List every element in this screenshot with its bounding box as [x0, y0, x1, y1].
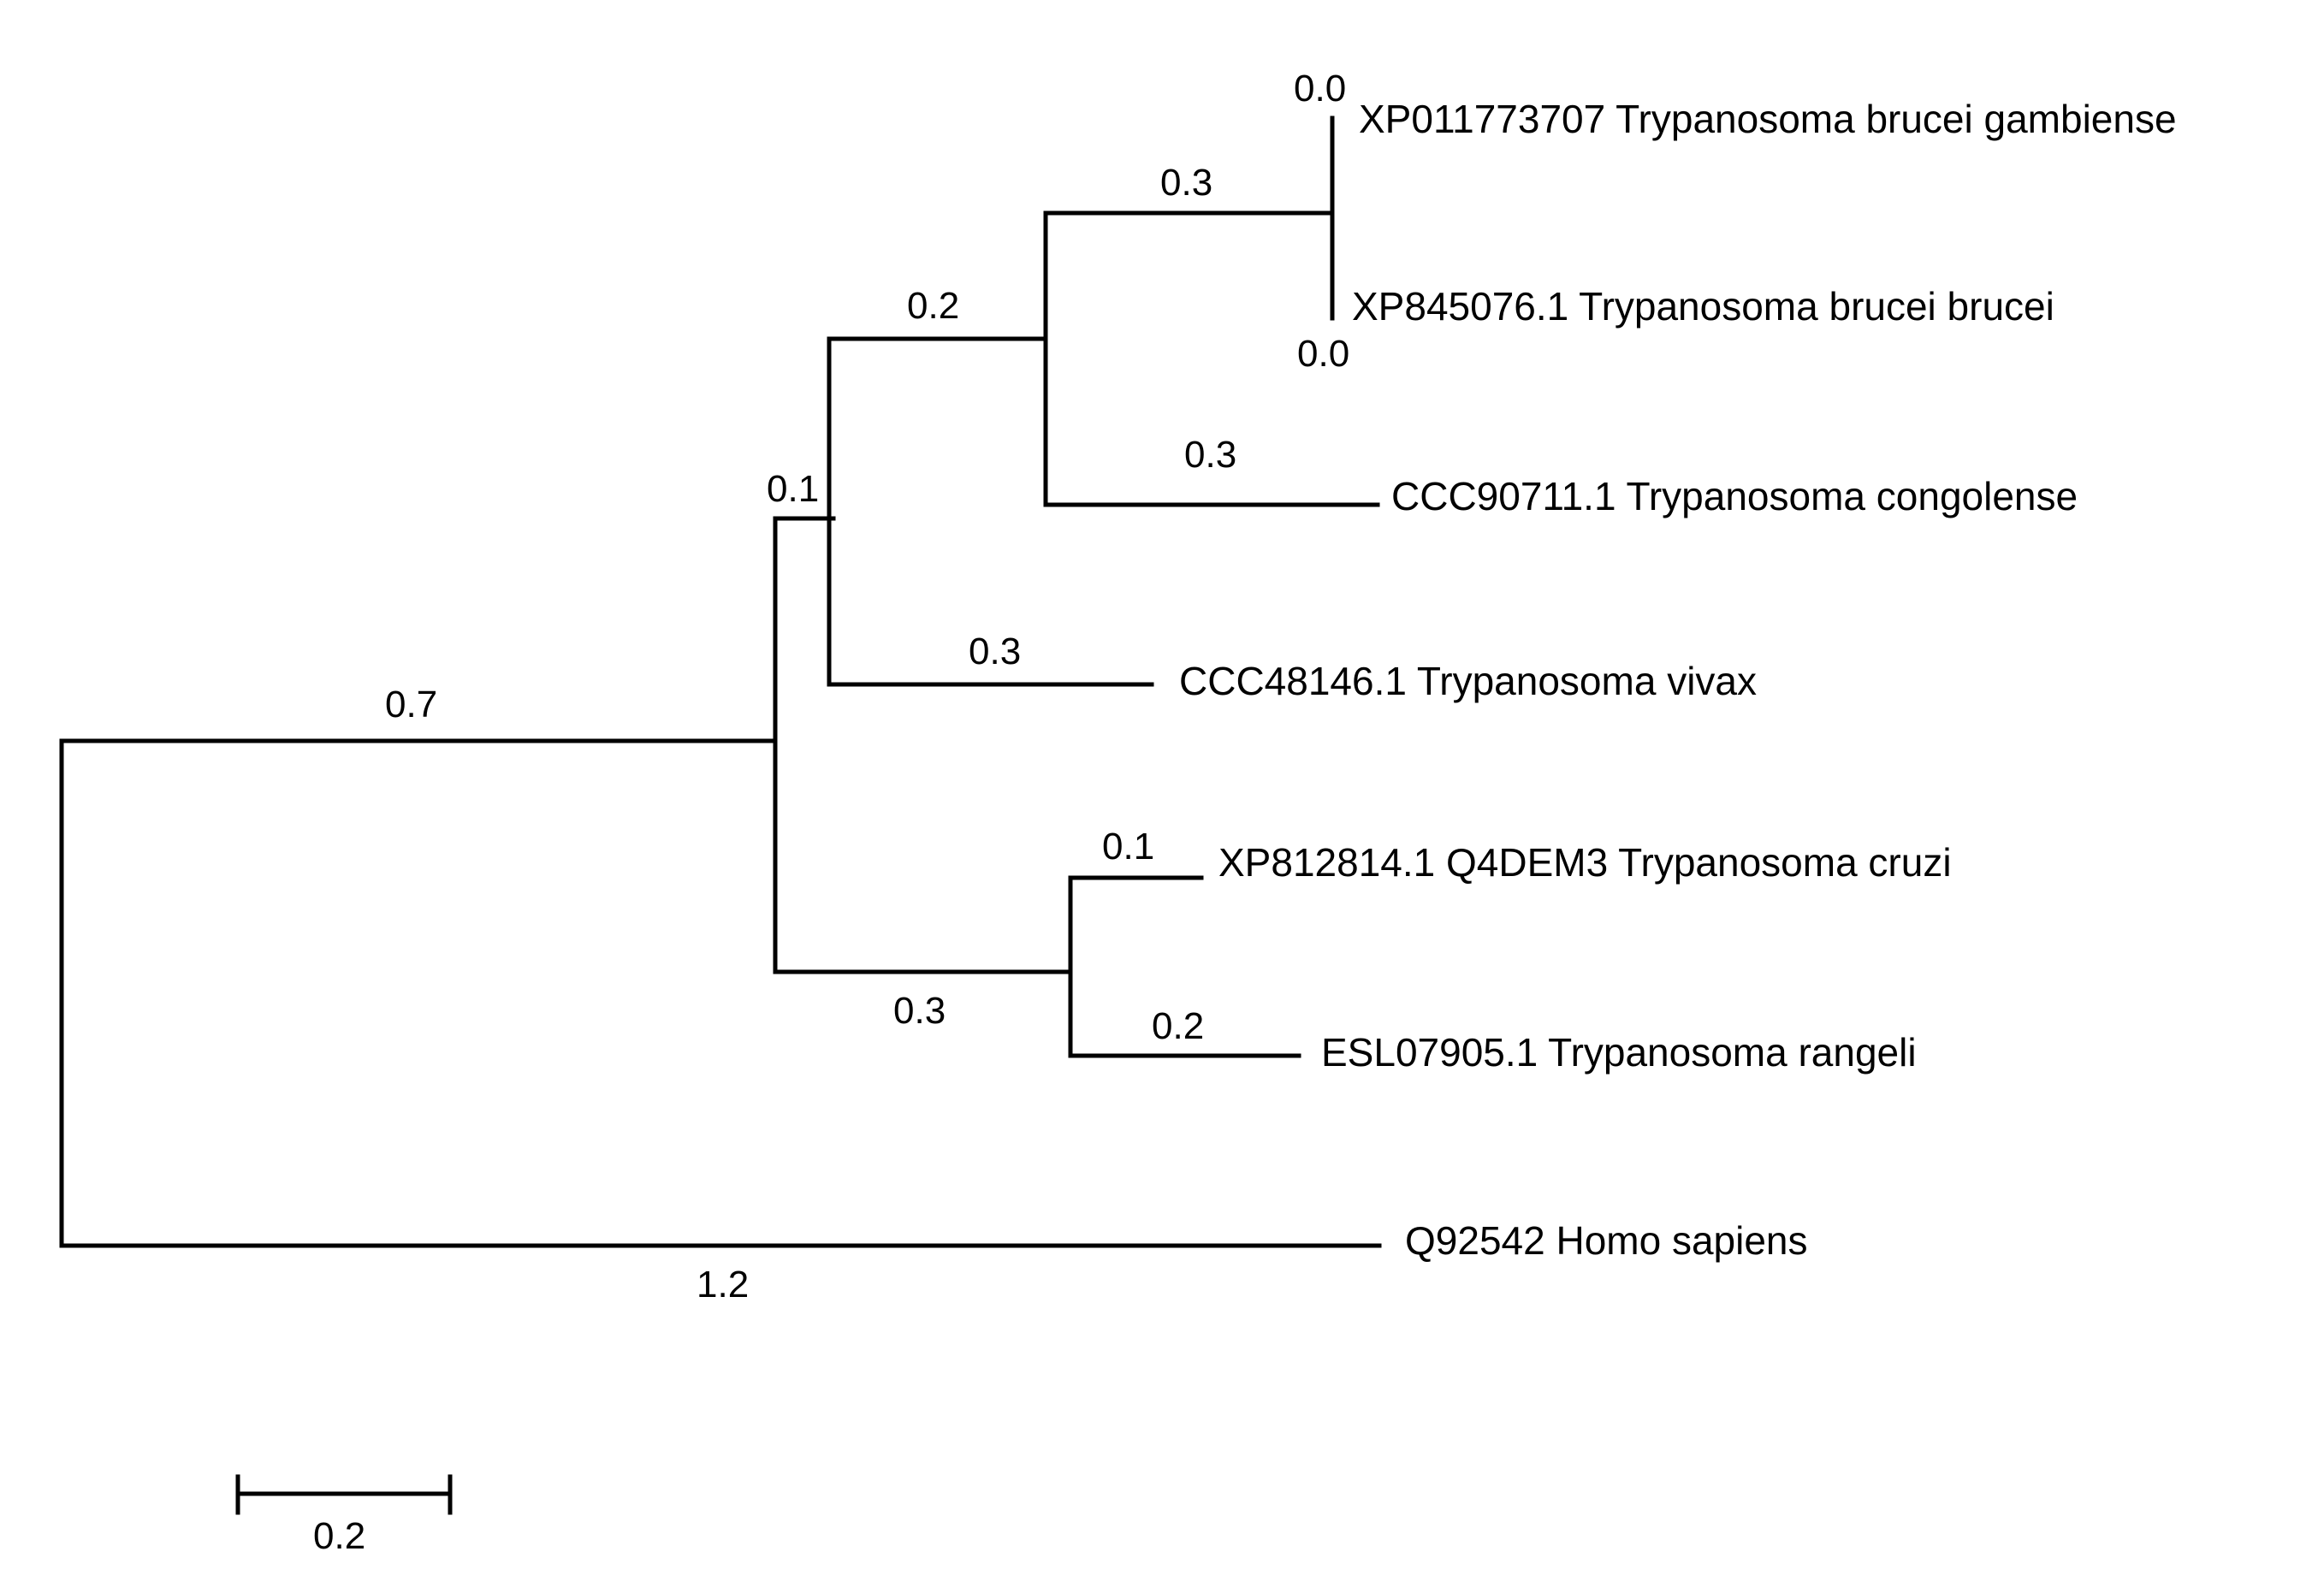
scale-bar-label: 0.2: [313, 1515, 365, 1557]
leaf-label-gambiense: XP011773707 Trypanosoma brucei gambiense: [1359, 97, 2177, 141]
leaf-label-homo-sapiens: Q92542 Homo sapiens: [1405, 1218, 1808, 1263]
branch-length-homo-sapiens: 1.2: [697, 1264, 749, 1306]
scale-bar: 0.2: [235, 1474, 453, 1557]
branch-length-african-clade: 0.2: [907, 285, 959, 327]
branch-length-african-vivax-clade: 0.1: [767, 468, 819, 510]
leaf-label-rangeli: ESL07905.1 Trypanosoma rangeli: [1321, 1030, 1917, 1075]
branch-length-american-clade: 0.3: [893, 990, 946, 1032]
leaf-label-brucei: XP845076.1 Trypanosoma brucei brucei: [1352, 284, 2054, 329]
branch-length-trypanosoma-clade: 0.7: [385, 684, 437, 725]
branch-length-congolense: 0.3: [1184, 434, 1236, 476]
branch-length-rangeli: 0.2: [1152, 1005, 1204, 1047]
branch-length-cruzi: 0.1: [1102, 826, 1154, 867]
branch-length-gambiense: 0.0: [1294, 68, 1346, 110]
leaf-label-vivax: CCC48146.1 Trypanosoma vivax: [1179, 659, 1757, 703]
branch-length-brucei-clade: 0.3: [1160, 162, 1212, 204]
leaf-label-congolense: CCC90711.1 Trypanosoma congolense: [1391, 474, 2078, 518]
branch-length-brucei: 0.0: [1297, 333, 1349, 375]
branch-length-vivax: 0.3: [969, 631, 1021, 672]
leaf-label-cruzi: XP812814.1 Q4DEM3 Trypanosoma cruzi: [1218, 840, 1952, 885]
